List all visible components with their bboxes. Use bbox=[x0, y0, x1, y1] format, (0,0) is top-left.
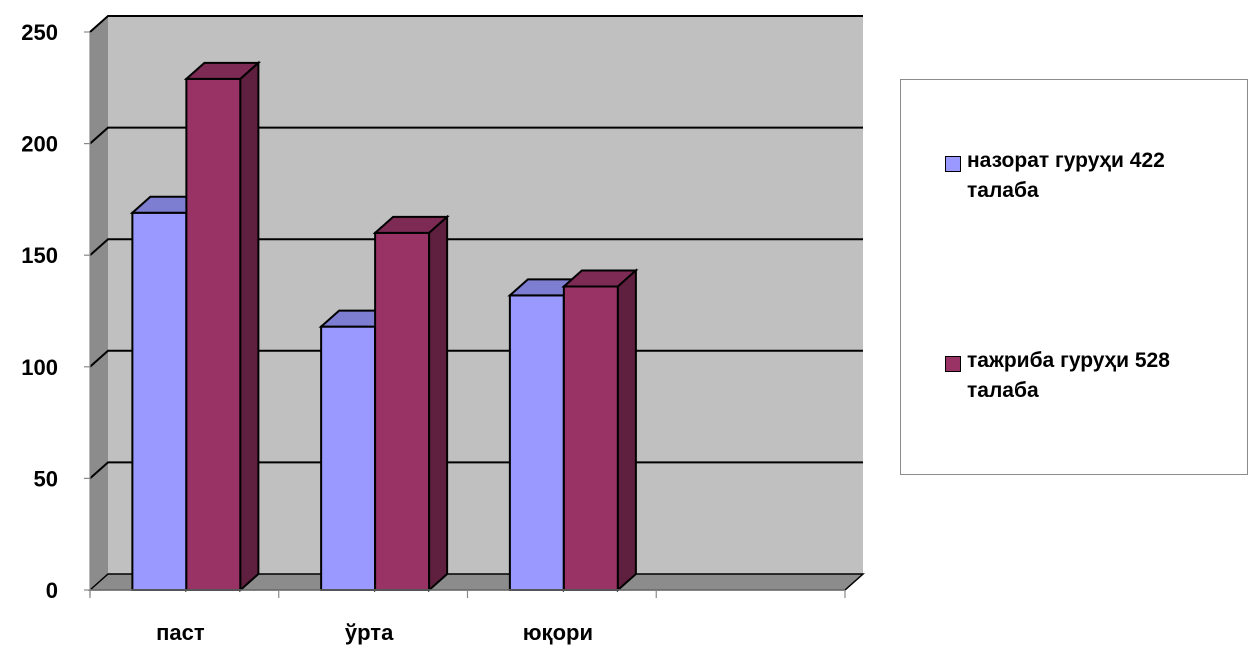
bar-front bbox=[562, 285, 619, 591]
bar-side bbox=[239, 60, 260, 593]
bar bbox=[372, 214, 450, 593]
back-wall bbox=[108, 16, 863, 574]
bar-side bbox=[428, 214, 449, 593]
legend: назорат гуруҳи 422 талаба тажриба гуруҳи… bbox=[900, 79, 1248, 475]
x-tick-label: паст bbox=[156, 620, 205, 645]
legend-swatch-experiment bbox=[945, 356, 961, 372]
y-tick-label: 50 bbox=[34, 466, 58, 491]
legend-swatch-control bbox=[945, 156, 961, 172]
x-tick-label: юқори bbox=[523, 620, 593, 645]
y-tick-label: 0 bbox=[46, 578, 58, 603]
bar-front bbox=[185, 77, 242, 591]
legend-label-experiment: тажриба гуруҳи 528 талаба bbox=[967, 349, 1170, 402]
y-tick-label: 250 bbox=[21, 20, 58, 45]
legend-label-control: назорат гуруҳи 422 талаба bbox=[967, 149, 1165, 202]
y-tick-labels: 0 50 100 150 200 250 bbox=[21, 20, 58, 603]
bar bbox=[183, 60, 262, 593]
x-tick-labels: паст ўрта юқори bbox=[156, 620, 593, 645]
bar bbox=[561, 268, 639, 593]
bar-front bbox=[131, 211, 188, 592]
axes bbox=[84, 31, 846, 598]
bar-side bbox=[616, 268, 637, 593]
y-tick-label: 100 bbox=[21, 355, 58, 380]
legend-item-control: назорат гуруҳи 422 талаба bbox=[945, 149, 1245, 206]
side-wall bbox=[90, 16, 108, 590]
gridline bbox=[89, 15, 863, 33]
bar-front bbox=[320, 325, 377, 591]
bar-front bbox=[374, 231, 431, 591]
y-tick-label: 200 bbox=[21, 132, 58, 157]
legend-item-experiment: тажриба гуруҳи 528 талаба bbox=[945, 349, 1245, 406]
bars bbox=[129, 60, 639, 593]
plot-walls bbox=[88, 16, 865, 591]
bar-front bbox=[508, 294, 565, 591]
y-tick-label: 150 bbox=[21, 243, 58, 268]
gridline bbox=[89, 238, 863, 256]
x-tick-label: ўрта bbox=[345, 620, 394, 645]
gridline bbox=[89, 126, 863, 145]
